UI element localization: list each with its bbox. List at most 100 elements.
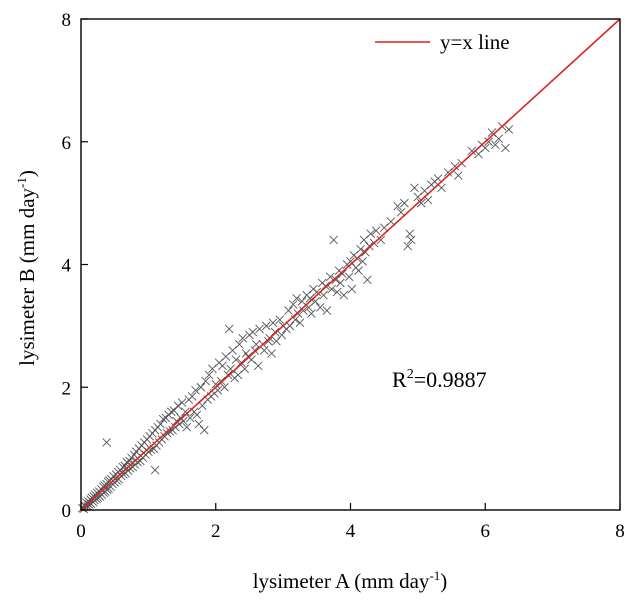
data-point	[84, 500, 94, 509]
data-point	[146, 445, 156, 455]
data-point	[238, 333, 248, 343]
data-point	[255, 324, 264, 334]
data-point	[169, 406, 179, 415]
x-axis-title-superscript: -1	[429, 568, 440, 583]
data-point	[403, 241, 413, 251]
data-point	[187, 392, 197, 401]
data-point	[199, 425, 209, 435]
axis-ticks: 0 2 4 6 8 0 2 4 6 8	[62, 10, 625, 542]
data-point	[204, 370, 214, 380]
data-point	[201, 376, 210, 386]
data-points	[78, 122, 514, 514]
data-point	[504, 125, 514, 134]
data-point	[354, 266, 363, 275]
data-point	[494, 134, 504, 143]
data-point	[284, 306, 293, 315]
y-axis-title-main: lysimeter B (mm day	[15, 187, 39, 365]
data-point	[102, 438, 111, 447]
data-point	[191, 386, 200, 395]
data-point	[366, 229, 376, 239]
data-point	[268, 318, 278, 328]
data-point	[267, 349, 276, 358]
data-point	[295, 318, 305, 328]
data-point	[261, 321, 271, 331]
data-point	[467, 146, 477, 156]
data-point	[253, 361, 263, 371]
y-axis-title-end: )	[15, 170, 39, 177]
data-point	[322, 306, 332, 315]
x-tick-label: 4	[346, 521, 356, 542]
data-point	[358, 257, 367, 266]
data-point	[211, 379, 221, 389]
data-point	[231, 355, 241, 364]
y-tick-label: 2	[62, 378, 72, 399]
data-point	[185, 413, 195, 423]
data-point	[240, 364, 250, 374]
data-point	[292, 293, 301, 303]
data-point	[416, 198, 426, 208]
r-squared-value: =0.9887	[414, 367, 487, 392]
y-tick-label: 4	[62, 256, 72, 277]
x-axis-title-end: )	[440, 569, 447, 593]
data-point	[453, 171, 463, 180]
legend-label: y=x line	[440, 30, 510, 54]
data-point	[192, 410, 202, 420]
data-point	[263, 336, 273, 346]
data-point	[307, 309, 316, 318]
data-point	[315, 303, 325, 312]
data-point	[376, 235, 386, 245]
data-point	[150, 465, 160, 475]
data-point	[371, 226, 381, 236]
data-point	[235, 339, 244, 349]
y-axis-title: lysimeter B (mm day-1)	[14, 170, 39, 366]
data-point	[491, 140, 500, 150]
data-point	[363, 275, 372, 285]
data-point	[299, 306, 308, 315]
data-point	[182, 422, 192, 432]
data-point	[288, 300, 298, 309]
data-point	[220, 382, 229, 392]
data-point	[162, 428, 172, 438]
data-point	[165, 427, 175, 436]
data-point	[405, 229, 415, 239]
data-point	[272, 336, 281, 346]
x-tick-label: 6	[481, 521, 491, 542]
data-point	[224, 324, 234, 334]
y-equals-x-line	[80, 18, 621, 511]
data-point	[196, 382, 206, 392]
data-point	[344, 272, 354, 282]
data-point	[450, 161, 460, 171]
data-point	[144, 447, 153, 457]
y-axis-title-superscript: -1	[14, 177, 29, 188]
legend: y=x line	[375, 30, 510, 54]
data-point	[177, 398, 187, 407]
data-point	[277, 330, 287, 340]
data-point	[248, 327, 258, 337]
x-tick-label: 8	[615, 521, 625, 542]
x-tick-label: 2	[211, 521, 221, 542]
data-point	[194, 419, 204, 429]
data-point	[346, 257, 355, 266]
r-squared-prefix: R	[392, 367, 407, 392]
r-squared-superscript: 2	[407, 367, 414, 382]
data-point	[484, 137, 493, 147]
x-axis-title: lysimeter A (mm day-1)	[253, 568, 448, 593]
y-tick-label: 8	[62, 10, 72, 31]
data-point	[339, 290, 349, 300]
data-point	[393, 201, 402, 211]
data-point	[133, 457, 142, 467]
data-point	[156, 419, 165, 429]
data-point	[347, 284, 357, 294]
data-point	[218, 361, 227, 371]
data-point	[332, 287, 342, 297]
y-tick-label: 6	[62, 133, 72, 154]
data-point	[338, 269, 347, 279]
x-tick-label: 0	[76, 521, 86, 542]
data-point	[259, 346, 269, 355]
data-point	[275, 315, 285, 325]
y-tick-label: 0	[62, 501, 72, 522]
data-point	[329, 235, 338, 245]
data-point	[125, 463, 135, 473]
data-point	[158, 414, 168, 424]
